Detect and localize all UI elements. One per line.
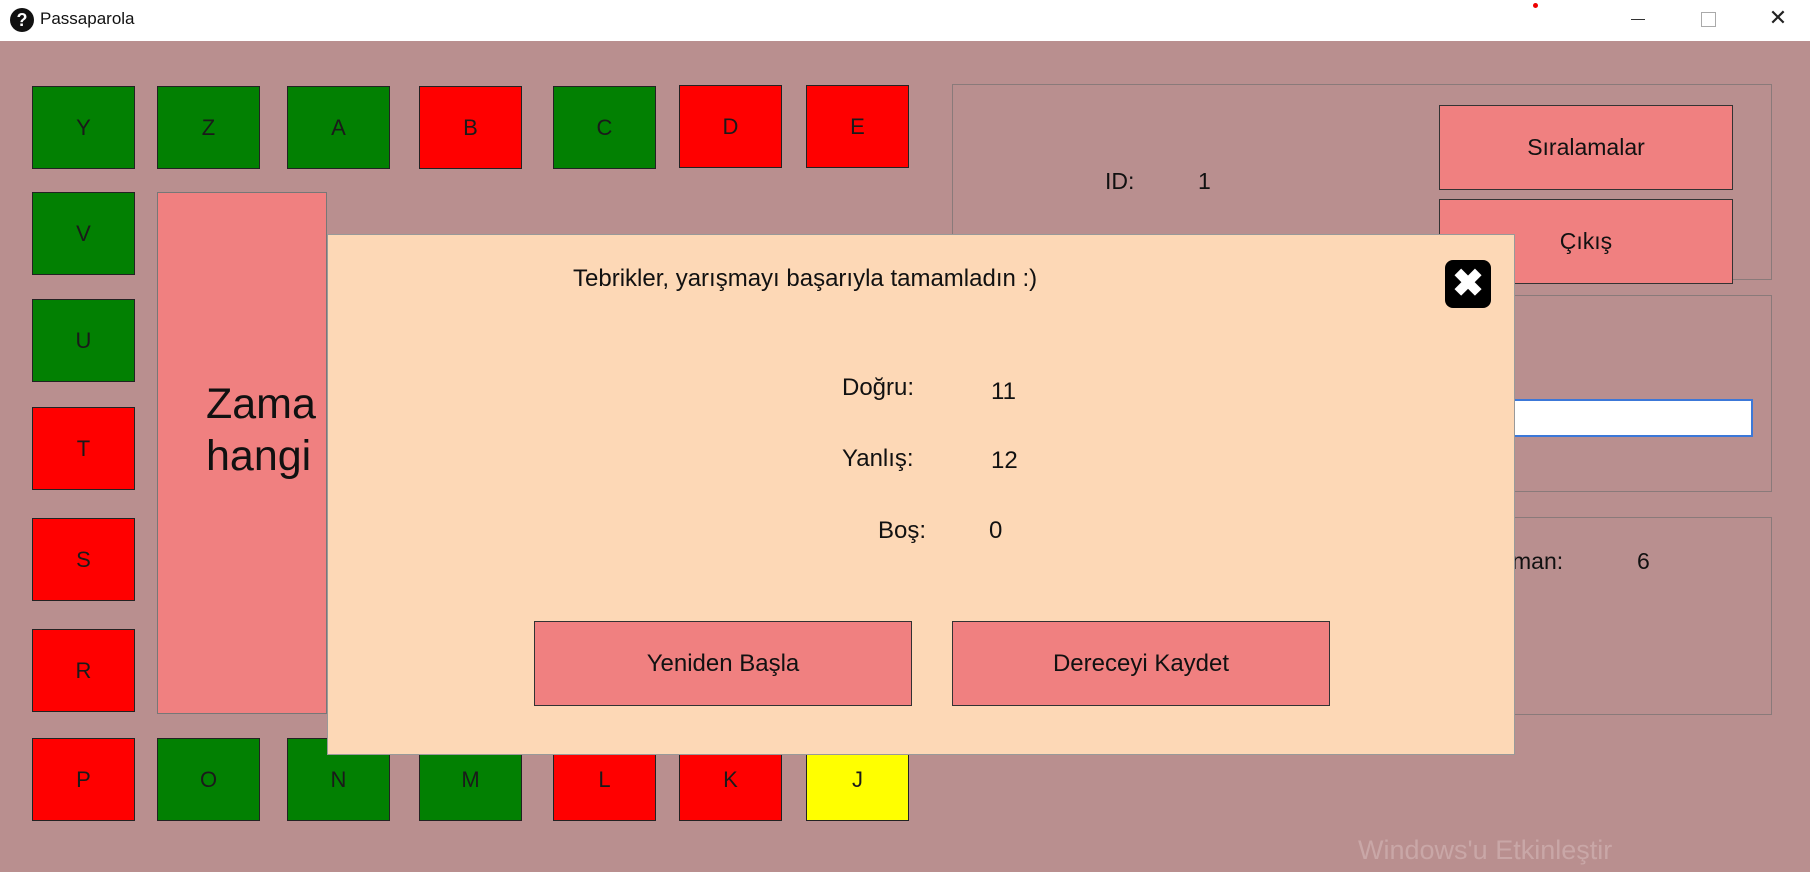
letter-z: Z <box>157 86 260 169</box>
answer-input[interactable] <box>1470 399 1753 437</box>
title-bar: ? Passaparola ✕ <box>0 0 1810 41</box>
correct-label: Doğru: <box>842 374 915 401</box>
letter-a: A <box>287 86 390 169</box>
time-label: man: <box>1512 548 1564 574</box>
letter-b: B <box>419 86 522 169</box>
correct-value: 11 <box>991 378 1016 405</box>
question-text: Zama hangi <box>206 380 316 480</box>
notification-dot <box>1533 3 1538 8</box>
help-icon: ? <box>10 8 34 32</box>
save-score-button[interactable]: Dereceyi Kaydet <box>952 621 1330 706</box>
wrong-label: Yanlış: <box>842 445 914 472</box>
letter-y: Y <box>32 86 135 169</box>
dialog-close-icon[interactable]: ✖ <box>1445 260 1491 308</box>
letter-d: D <box>679 85 782 168</box>
empty-label: Boş: <box>878 517 927 544</box>
letter-u: U <box>32 299 135 382</box>
game-area: Y Z A B C D E V U T S R P O N M L K J Za… <box>0 41 1810 872</box>
window-title: Passaparola <box>40 9 135 28</box>
letter-e: E <box>806 85 909 168</box>
minimize-icon <box>1631 18 1645 20</box>
maximize-button[interactable] <box>1678 0 1738 36</box>
empty-value: 0 <box>989 517 1003 544</box>
rankings-button[interactable]: Sıralamalar <box>1439 105 1733 190</box>
close-icon: ✕ <box>1768 5 1788 30</box>
letter-o: O <box>157 738 260 821</box>
id-value: 1 <box>1198 168 1211 194</box>
letter-v: V <box>32 192 135 275</box>
activation-watermark: Windows'u Etkinleştir <box>1358 835 1613 865</box>
wrong-value: 12 <box>991 447 1018 474</box>
letter-r: R <box>32 629 135 712</box>
congrats-message: Tebrikler, yarışmayı başarıyla tamamladı… <box>573 265 1038 292</box>
letter-t: T <box>32 407 135 490</box>
letter-s: S <box>32 518 135 601</box>
result-dialog: Tebrikler, yarışmayı başarıyla tamamladı… <box>327 234 1515 755</box>
letter-p: P <box>32 738 135 821</box>
window-close-button[interactable]: ✕ <box>1748 0 1808 36</box>
time-value: 6 <box>1637 548 1650 574</box>
id-label: ID: <box>1105 168 1135 194</box>
question-panel: Zama hangi <box>157 192 327 714</box>
maximize-icon <box>1700 11 1716 27</box>
letter-c: C <box>553 86 656 169</box>
minimize-button[interactable] <box>1608 0 1668 36</box>
restart-button[interactable]: Yeniden Başla <box>534 621 912 706</box>
